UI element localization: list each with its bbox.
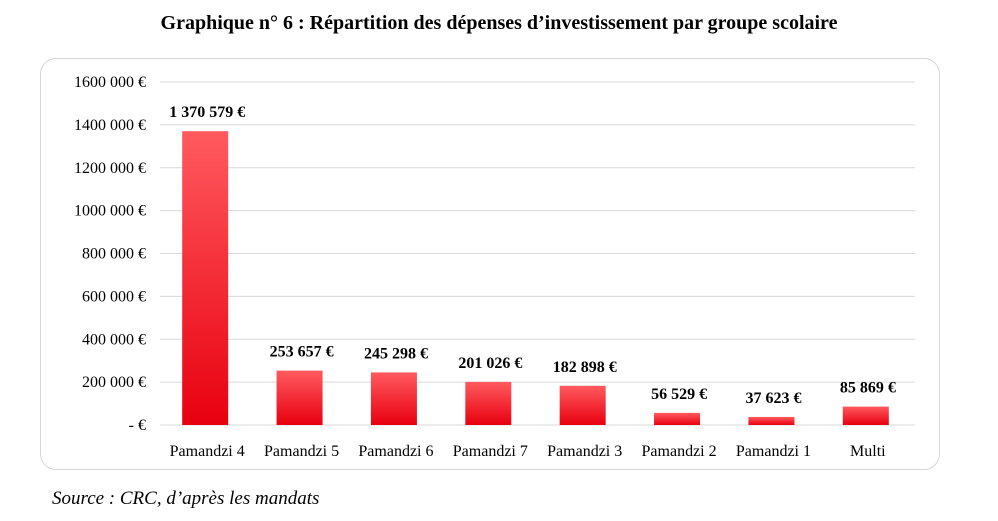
chart-frame xyxy=(40,58,940,470)
y-tick-label: 200 000 € xyxy=(82,374,146,391)
source-note: Source : CRC, d’après les mandats xyxy=(52,488,320,509)
bar xyxy=(559,385,606,425)
value-label: 37 623 € xyxy=(745,390,801,407)
value-label: 245 298 € xyxy=(364,345,428,362)
category-label: Pamandzi 5 xyxy=(264,443,339,460)
bar xyxy=(465,381,512,425)
y-tick-label: - € xyxy=(129,417,146,434)
value-label: 85 869 € xyxy=(840,380,896,397)
bar xyxy=(842,406,889,425)
bar xyxy=(654,412,701,425)
category-label: Pamandzi 2 xyxy=(642,443,717,460)
category-label: Multi xyxy=(850,443,886,460)
bar xyxy=(370,372,417,425)
bar xyxy=(276,370,323,425)
chart-title: Graphique n° 6 : Répartition des dépense… xyxy=(160,12,838,34)
value-label: 182 898 € xyxy=(553,359,617,376)
bar xyxy=(182,131,229,425)
value-label: 1 370 579 € xyxy=(169,104,245,121)
bar xyxy=(748,416,795,425)
y-tick-label: 400 000 € xyxy=(82,331,146,348)
category-label: Pamandzi 6 xyxy=(358,443,433,460)
category-label: Pamandzi 3 xyxy=(547,443,622,460)
y-tick-label: 800 000 € xyxy=(82,246,146,263)
y-tick-label: 600 000 € xyxy=(82,288,146,305)
y-tick-label: 1000 000 € xyxy=(74,203,146,220)
value-label: 253 657 € xyxy=(270,344,334,361)
category-label: Pamandzi 1 xyxy=(736,443,811,460)
category-label: Pamandzi 4 xyxy=(170,443,245,460)
value-label: 56 529 € xyxy=(651,386,707,403)
y-tick-label: 1400 000 € xyxy=(74,117,146,134)
category-label: Pamandzi 7 xyxy=(453,443,528,460)
y-tick-label: 1200 000 € xyxy=(74,160,146,177)
y-tick-label: 1600 000 € xyxy=(74,74,146,91)
value-label: 201 026 € xyxy=(458,355,522,372)
